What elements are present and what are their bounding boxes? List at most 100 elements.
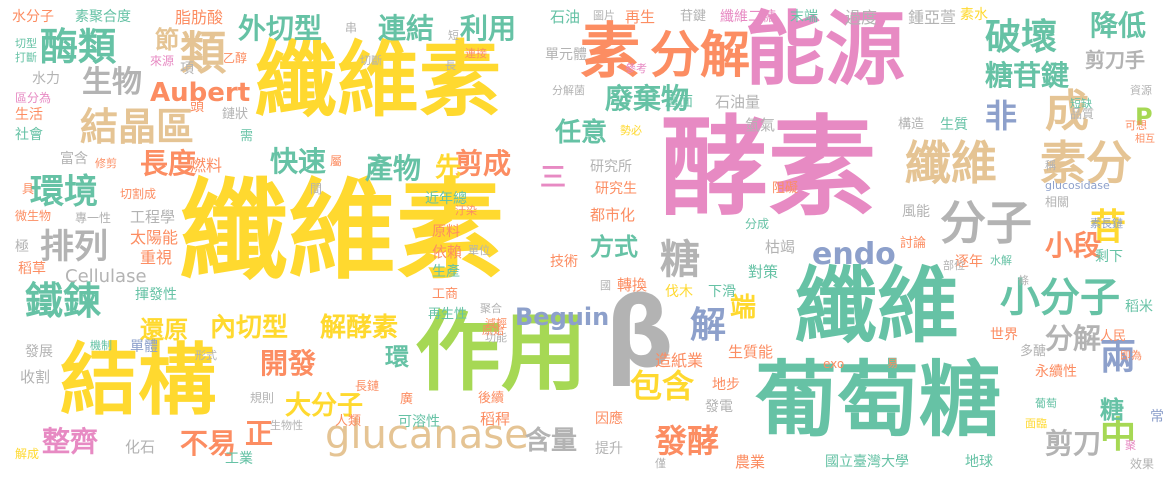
- word-s92: 分成: [745, 217, 770, 231]
- word-cheng: 成: [1045, 86, 1089, 137]
- word-glucanase: glucanase: [325, 412, 529, 458]
- word-s85: 效果: [1130, 457, 1155, 471]
- word-cellulase: Cellulase: [65, 266, 147, 287]
- word-s129: 相互: [1135, 134, 1155, 145]
- word-s81: 專一性: [75, 211, 112, 225]
- word-s123: 串: [345, 21, 358, 35]
- word-s32: 發電: [705, 399, 733, 415]
- word-tang-mid: 糖: [660, 237, 700, 283]
- word-s42: 對策: [748, 263, 779, 281]
- word-lei: 類: [180, 26, 226, 80]
- word-s128: 可想: [1125, 119, 1147, 132]
- word-s66: 風能: [902, 204, 930, 220]
- word-s106: 乙醇: [223, 51, 248, 65]
- word-s120: 條: [1018, 274, 1029, 287]
- word-s125: 長: [445, 59, 456, 72]
- word-meilei: 酶類: [40, 25, 117, 69]
- word-s35: 地球: [965, 454, 993, 470]
- word-s22: 收割: [20, 368, 51, 386]
- word-baohan: 包含: [630, 367, 695, 405]
- word-s45: 原料: [432, 224, 460, 240]
- word-s54: 稻米: [1125, 299, 1153, 315]
- word-s126: 具: [22, 182, 35, 196]
- word-s104: 苷鍵: [680, 9, 707, 24]
- word-s114: exo: [823, 357, 845, 371]
- word-s62: 區分為: [15, 91, 52, 105]
- word-s82: 微生物: [15, 209, 52, 223]
- word-huan: 環: [385, 343, 409, 371]
- word-s49: 近年總: [425, 191, 467, 207]
- word-s6: 末端: [790, 9, 818, 25]
- word-s89: 聚合: [480, 302, 502, 315]
- word-s59: 社會: [15, 127, 43, 143]
- word-s127: 稱: [1045, 159, 1056, 172]
- word-s16: 太陽能: [130, 228, 179, 247]
- word-s8: 鍾亞萱: [908, 8, 957, 27]
- word-s131: 生物性: [270, 419, 303, 432]
- word-s41: 下滑: [708, 284, 736, 300]
- word-s105: 圖片: [593, 9, 615, 22]
- word-s51: 枯竭: [765, 238, 796, 256]
- word-s38: 生質能: [728, 343, 774, 361]
- word-s91: 水解: [990, 254, 1012, 267]
- word-s94: 即為: [1120, 349, 1142, 362]
- word-aubert: Aubert: [150, 78, 251, 108]
- word-s10: 石油量: [715, 93, 761, 111]
- word-zhong: 中: [1100, 415, 1137, 456]
- word-s78: 需: [240, 129, 254, 144]
- word-fenjie-top: 分解: [650, 26, 750, 84]
- word-s65: 生質: [940, 117, 968, 133]
- word-buyi: 不易: [180, 427, 237, 460]
- word-jiangdi: 降低: [1090, 9, 1147, 42]
- word-s15: 燃料: [190, 156, 223, 175]
- word-s96: 分解菌: [552, 84, 585, 97]
- word-changdu: 長度: [140, 147, 197, 180]
- word-s70: 素長鏈: [1090, 217, 1123, 230]
- word-s33: 農業: [735, 453, 766, 471]
- word-s109: 廣: [400, 392, 414, 407]
- word-putaotang: 葡萄糖: [755, 353, 1002, 448]
- word-s50: 都市化: [590, 206, 636, 224]
- word-s19: 稻草: [18, 261, 46, 277]
- word-s79: 項: [180, 61, 194, 77]
- word-s60: 富含: [60, 151, 88, 167]
- word-chanwu: 產物: [365, 152, 422, 185]
- word-s36: 永續性: [1035, 364, 1077, 380]
- word-shengwu: 生物: [82, 65, 142, 100]
- word-fajiao: 發酵: [655, 422, 720, 460]
- word-duan: 端: [730, 293, 757, 323]
- word-s76: 頭: [190, 99, 204, 115]
- word-s40: 伐木: [665, 284, 693, 300]
- word-s97: 連接: [465, 47, 487, 60]
- word-s14: 研究生: [595, 181, 637, 197]
- word-huanyuan: 還原: [140, 316, 188, 344]
- word-dafenzi: 大分子: [285, 391, 364, 421]
- word-jiejingqu: 結晶區: [80, 105, 195, 149]
- word-s113: 國: [600, 279, 611, 292]
- word-s108: 形式: [195, 349, 217, 362]
- word-jiejiaosu: 解酵素: [320, 313, 399, 343]
- word-s93: 葡萄: [1035, 397, 1057, 410]
- word-s99: 切斷: [360, 54, 382, 67]
- word-s52: 逐年: [955, 254, 983, 270]
- word-s20: 揮發性: [135, 287, 177, 303]
- word-sufen: 素分: [1040, 136, 1132, 190]
- word-s2: 脂肪酸: [175, 8, 224, 27]
- word-gan: 苷: [1090, 207, 1127, 248]
- word-tang-green: 糖: [1100, 396, 1124, 424]
- word-s64: 構造: [898, 117, 925, 132]
- word-beguin: Beguin: [515, 303, 610, 331]
- word-fangshi: 方式: [590, 233, 638, 261]
- word-s110: 汙染: [455, 204, 477, 217]
- word-endo: endo: [812, 237, 896, 272]
- word-s107: 機制: [90, 339, 112, 352]
- word-s87: 功能: [485, 331, 507, 344]
- word-jiancheng: 剪成: [455, 147, 512, 180]
- word-liyong: 利用: [460, 12, 517, 45]
- word-s130: 修剪: [95, 157, 117, 170]
- word-s27: 可溶性: [398, 414, 440, 430]
- word-s77: 鏈狀: [222, 107, 249, 122]
- word-s124: 短: [448, 29, 459, 42]
- word-s75: 規則: [250, 391, 275, 405]
